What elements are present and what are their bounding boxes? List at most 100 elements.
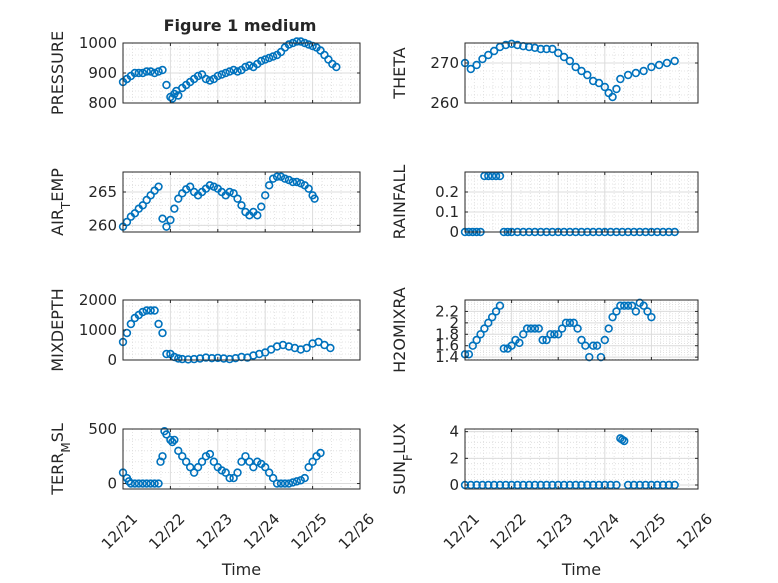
data-point bbox=[134, 479, 144, 488]
data-point bbox=[476, 330, 485, 339]
series-sun-flux bbox=[460, 434, 679, 490]
data-point bbox=[122, 328, 132, 338]
data-point bbox=[257, 56, 266, 66]
data-point bbox=[559, 480, 569, 490]
data-point bbox=[577, 335, 586, 345]
data-point bbox=[300, 473, 309, 483]
x-tick-label: 12/26 bbox=[335, 510, 378, 553]
data-point bbox=[662, 58, 672, 68]
data-point bbox=[225, 473, 234, 483]
y-tick-label: 800 bbox=[88, 94, 117, 112]
subplot-terr-msl: 0 500 12/21 12/22 12/23 12/24 12/25 12/26 Time TE… bbox=[48, 420, 378, 579]
data-point bbox=[658, 480, 668, 490]
data-point bbox=[292, 37, 301, 46]
subplot-air-temp: 260 265 AIRTEMP bbox=[48, 168, 361, 236]
x-axis-label: Time bbox=[561, 560, 601, 579]
data-point bbox=[193, 462, 203, 472]
data-point bbox=[491, 171, 501, 181]
data-point bbox=[193, 71, 203, 81]
data-point bbox=[221, 468, 230, 477]
data-point bbox=[268, 473, 278, 483]
data-point bbox=[288, 177, 298, 187]
data-point bbox=[158, 328, 167, 338]
x-tick-label: 12/23 bbox=[193, 510, 236, 553]
axes-box bbox=[122, 428, 361, 490]
data-point bbox=[635, 480, 644, 490]
x-tick-label: 12/25 bbox=[287, 510, 330, 553]
data-point bbox=[272, 479, 282, 488]
data-point bbox=[233, 194, 242, 203]
y-tick-label: 260 bbox=[430, 94, 459, 112]
data-point bbox=[296, 37, 305, 46]
y-tick-label: 0.2 bbox=[435, 183, 459, 201]
data-point bbox=[606, 480, 615, 490]
data-point bbox=[489, 480, 499, 490]
data-point bbox=[284, 40, 294, 49]
x-tick-label: 12/21 bbox=[440, 510, 483, 553]
data-point bbox=[276, 479, 286, 488]
data-point bbox=[472, 60, 481, 70]
data-point bbox=[150, 479, 159, 488]
data-point bbox=[499, 344, 509, 353]
data-point bbox=[304, 462, 313, 472]
data-point bbox=[162, 80, 171, 90]
data-point bbox=[170, 204, 179, 213]
data-point bbox=[468, 341, 477, 350]
y-axis-label: RAINFALL bbox=[390, 165, 409, 240]
data-point bbox=[201, 74, 211, 84]
y-tick-label: 0 bbox=[107, 351, 117, 369]
data-point bbox=[583, 70, 592, 80]
y-axis-label: MIXDEPTH bbox=[48, 288, 67, 371]
data-point bbox=[280, 479, 290, 488]
data-point bbox=[565, 318, 575, 328]
data-point bbox=[150, 68, 159, 78]
data-point bbox=[550, 330, 559, 339]
y-tick-label: 2 bbox=[449, 449, 459, 467]
data-point bbox=[174, 91, 183, 100]
y-tick-label: 2 bbox=[449, 314, 459, 332]
data-point bbox=[588, 480, 598, 490]
y-axis-label: PRESSURE bbox=[48, 31, 67, 115]
y-tick-label: 265 bbox=[88, 183, 117, 201]
data-point bbox=[647, 312, 656, 322]
y-axis-label: THETA bbox=[390, 47, 409, 99]
data-point bbox=[264, 181, 274, 190]
x-tick-label: 12/22 bbox=[145, 510, 188, 553]
data-point bbox=[138, 201, 147, 210]
data-point bbox=[542, 44, 551, 54]
data-point bbox=[205, 449, 215, 459]
data-point bbox=[183, 355, 193, 364]
subplot-sun-flux: 0 2 4 12/21 12/22 12/23 12/24 12/25 12/26 Time SUN… bbox=[390, 423, 716, 579]
axes-box bbox=[464, 428, 699, 490]
x-axis-label: Time bbox=[221, 560, 261, 579]
data-point bbox=[213, 353, 223, 363]
data-point bbox=[616, 301, 625, 310]
data-point bbox=[146, 67, 155, 76]
y-tick-label: 1.4 bbox=[435, 348, 459, 366]
y-tick-label: 500 bbox=[88, 420, 117, 438]
data-point bbox=[304, 40, 313, 49]
data-point bbox=[197, 457, 207, 466]
y-tick-label: 1.8 bbox=[435, 325, 459, 343]
data-point bbox=[571, 62, 580, 72]
data-point bbox=[577, 66, 586, 76]
y-tick-label: 270 bbox=[430, 54, 459, 72]
data-point bbox=[166, 435, 175, 445]
data-point bbox=[594, 480, 604, 490]
data-point bbox=[600, 82, 609, 92]
data-point bbox=[268, 52, 278, 61]
data-point bbox=[146, 306, 155, 315]
data-point bbox=[548, 480, 557, 490]
data-point bbox=[542, 335, 551, 345]
y-tick-label: 2000 bbox=[79, 291, 117, 309]
data-point bbox=[310, 194, 319, 203]
data-point bbox=[536, 480, 545, 490]
data-point bbox=[241, 452, 250, 461]
x-tick-label: 12/25 bbox=[626, 510, 669, 553]
data-point bbox=[292, 477, 301, 486]
data-point bbox=[170, 435, 179, 445]
data-point bbox=[524, 480, 534, 490]
data-point bbox=[546, 330, 555, 339]
data-point bbox=[484, 171, 493, 181]
